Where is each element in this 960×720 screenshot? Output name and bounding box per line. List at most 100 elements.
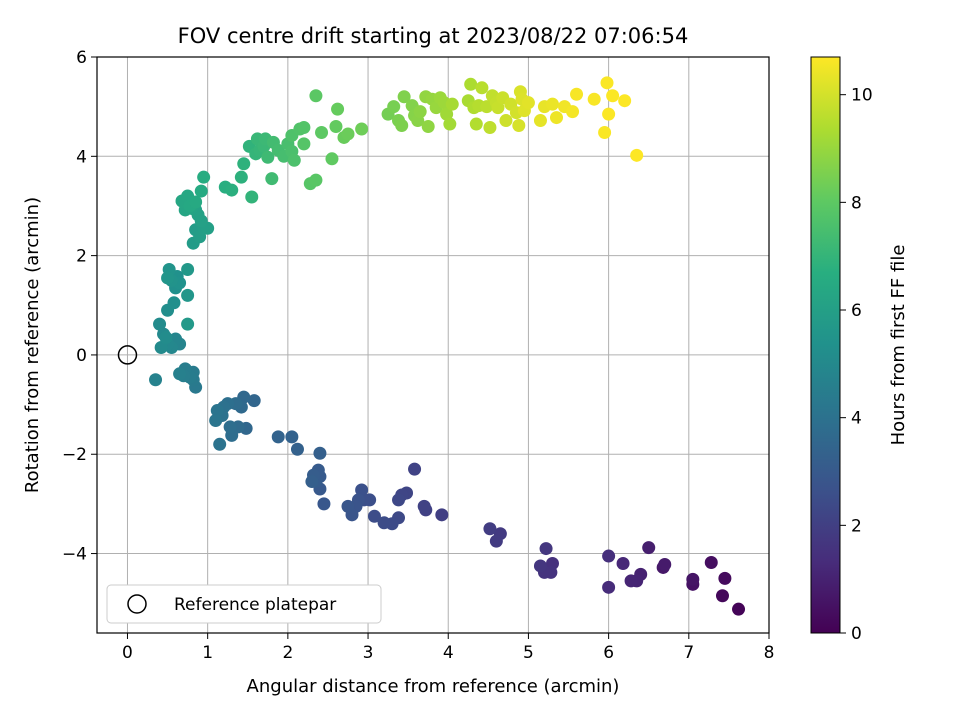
colorbar-label: Hours from first FF file bbox=[888, 245, 909, 446]
x-tick-label: 0 bbox=[122, 643, 133, 663]
data-point bbox=[512, 119, 526, 133]
data-point bbox=[549, 111, 563, 125]
data-point bbox=[606, 89, 620, 103]
data-point bbox=[173, 367, 187, 381]
data-point bbox=[491, 101, 505, 115]
data-point bbox=[167, 296, 181, 310]
x-tick-label: 8 bbox=[764, 643, 775, 663]
y-ticks: −4 −2 0 2 4 6 bbox=[62, 48, 97, 565]
data-point bbox=[533, 114, 547, 128]
data-point bbox=[718, 571, 732, 585]
data-point bbox=[602, 107, 616, 121]
data-point bbox=[413, 105, 427, 119]
data-point bbox=[194, 184, 208, 198]
data-point bbox=[587, 92, 601, 106]
data-point bbox=[499, 114, 513, 128]
data-point bbox=[533, 559, 547, 573]
data-point bbox=[189, 195, 203, 209]
y-tick-label: −4 bbox=[62, 545, 87, 565]
data-point bbox=[325, 152, 339, 166]
data-point bbox=[329, 120, 343, 134]
data-point bbox=[732, 602, 746, 616]
data-point bbox=[341, 127, 355, 141]
data-point bbox=[341, 499, 355, 513]
y-tick-label: −2 bbox=[62, 445, 87, 465]
data-point bbox=[570, 87, 584, 101]
data-point bbox=[624, 574, 638, 588]
reference-platepar-marker bbox=[117, 345, 138, 365]
data-point bbox=[285, 430, 299, 444]
data-point bbox=[305, 475, 319, 489]
data-point bbox=[309, 173, 323, 187]
chart-title: FOV centre drift starting at 2023/08/22 … bbox=[178, 24, 689, 48]
y-axis-label: Rotation from reference (arcmin) bbox=[22, 197, 43, 493]
data-point bbox=[265, 172, 279, 186]
data-point bbox=[475, 81, 489, 95]
data-point bbox=[686, 572, 700, 586]
colorbar: 0 2 4 6 8 10 Hours from first FF file bbox=[810, 56, 909, 644]
colorbar-tick-label: 4 bbox=[851, 409, 862, 429]
data-point bbox=[181, 263, 195, 277]
data-point bbox=[315, 125, 329, 139]
data-point bbox=[181, 317, 195, 331]
data-points bbox=[149, 76, 746, 616]
data-point bbox=[600, 76, 614, 90]
data-point bbox=[159, 331, 173, 345]
data-point bbox=[483, 522, 497, 536]
colorbar-tick-label: 2 bbox=[851, 516, 862, 536]
data-point bbox=[602, 549, 616, 563]
legend: Reference platepar bbox=[106, 584, 382, 624]
data-point bbox=[642, 541, 656, 555]
legend-marker-icon bbox=[127, 594, 147, 614]
data-point bbox=[630, 148, 644, 162]
data-point bbox=[566, 105, 580, 119]
data-point bbox=[539, 542, 553, 556]
data-point bbox=[658, 557, 672, 571]
data-point bbox=[197, 170, 211, 184]
data-point bbox=[435, 508, 449, 522]
data-point bbox=[149, 373, 163, 387]
x-axis-label: Angular distance from reference (arcmin) bbox=[247, 676, 620, 697]
data-point bbox=[355, 122, 369, 136]
data-point bbox=[297, 121, 311, 135]
data-point bbox=[387, 100, 401, 114]
x-tick-label: 4 bbox=[443, 643, 454, 663]
data-point bbox=[704, 555, 718, 569]
data-point bbox=[602, 580, 616, 594]
data-point bbox=[261, 150, 275, 164]
data-point bbox=[245, 190, 259, 204]
data-point bbox=[618, 94, 632, 108]
data-point bbox=[408, 462, 422, 476]
data-point bbox=[421, 120, 435, 134]
data-point bbox=[392, 493, 406, 507]
data-point bbox=[290, 442, 304, 456]
data-point bbox=[395, 119, 409, 133]
data-point bbox=[489, 534, 503, 548]
data-point bbox=[210, 404, 224, 418]
grid bbox=[97, 56, 770, 633]
colorbar-gradient bbox=[810, 56, 841, 634]
y-tick-label: 4 bbox=[76, 147, 87, 167]
data-point bbox=[715, 589, 729, 603]
data-point bbox=[355, 483, 369, 497]
data-point bbox=[469, 117, 483, 131]
x-tick-label: 3 bbox=[363, 643, 374, 663]
legend-label: Reference platepar bbox=[174, 595, 336, 615]
data-point bbox=[367, 509, 381, 523]
data-point bbox=[445, 97, 459, 111]
data-point bbox=[154, 340, 168, 354]
data-point bbox=[223, 420, 237, 434]
colorbar-ticks: 0 2 4 6 8 10 bbox=[840, 86, 873, 644]
data-point bbox=[153, 317, 167, 331]
data-point bbox=[237, 157, 251, 171]
data-point bbox=[331, 102, 345, 116]
data-point bbox=[247, 394, 261, 408]
y-tick-label: 2 bbox=[76, 247, 87, 267]
data-point bbox=[377, 516, 391, 530]
data-point bbox=[440, 107, 454, 121]
data-point bbox=[521, 96, 535, 110]
data-point bbox=[443, 117, 457, 131]
x-tick-label: 1 bbox=[202, 643, 213, 663]
data-point bbox=[181, 288, 195, 302]
